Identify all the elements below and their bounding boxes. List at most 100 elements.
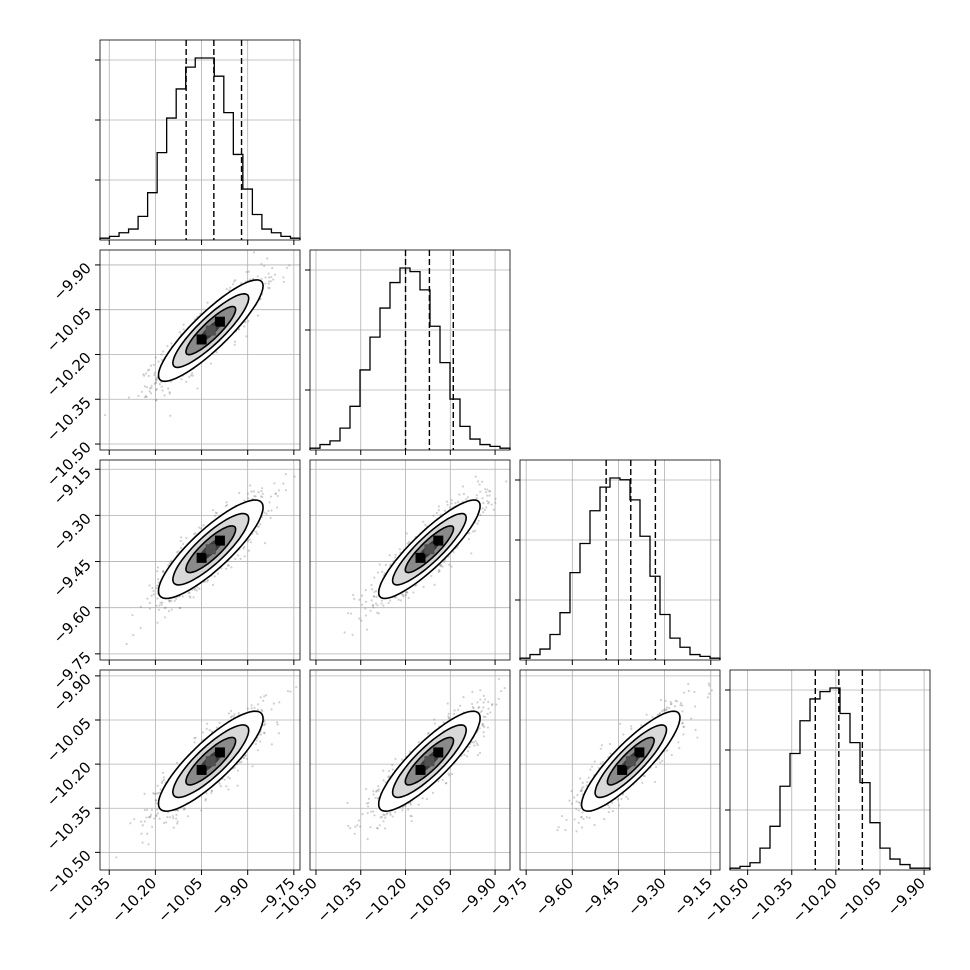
scatter-point [196,387,199,390]
scatter-point [458,493,461,496]
scatter-point [141,824,144,827]
scatter-point [269,495,273,498]
scatter-point [223,778,226,781]
scatter-point [233,340,237,343]
scatter-point [270,509,273,512]
scatter-point [407,808,410,811]
scatter-point [172,817,175,820]
scatter-point [273,482,276,485]
scatter-point [140,390,144,393]
scatter-point [143,374,146,377]
scatter-point [437,505,440,508]
scatter-point [164,821,168,824]
scatter-point [162,776,166,779]
x-tick-label: −10.20 [108,874,160,926]
scatter-point [252,490,255,493]
scatter-point [175,761,179,765]
scatter-point [250,490,253,493]
scatter-point [171,814,174,818]
scatter-point [155,378,158,381]
scatter-point [225,567,228,570]
scatter-point [462,696,465,699]
histogram-step [309,267,511,450]
scatter-point [206,301,209,304]
density-cell [214,535,225,546]
scatter-point [181,595,184,598]
scatter-point [155,388,158,392]
scatter-point [402,595,405,598]
scatter-point [402,594,405,597]
scatter-point [240,760,243,763]
y-tick-label: −9.60 [50,602,95,647]
scatter-point [247,270,251,273]
scatter-point [364,614,367,617]
scatter-point [481,722,484,726]
scatter-point [472,530,475,533]
scatter-point [237,712,240,715]
scatter-point [484,698,487,701]
scatter-point [277,489,281,492]
scatter-point [479,711,482,714]
scatter-point [438,569,441,573]
scatter-point [209,362,213,365]
scatter-point [431,791,435,794]
scatter-point [243,546,246,549]
scatter-point [156,578,160,581]
scatter-point [161,780,164,783]
scatter-point [227,776,230,779]
scatter-point [439,565,443,568]
scatter-point [378,563,381,566]
scatter-point [266,257,269,260]
y-tick-label: −10.35 [43,393,95,445]
scatter-point [161,569,165,573]
y-tick-label: −9.90 [50,259,95,304]
scatter-point [364,607,367,610]
scatter-point [185,536,188,540]
scatter-point [370,599,373,602]
joint-panel-4-1: −10.35−10.20−10.05 −9.90 −9.75−9.90−10.05−… [43,669,301,926]
scatter-point [234,279,237,282]
density-cell [433,535,444,546]
scatter-point [245,335,248,338]
scatter-point [175,597,178,600]
scatter-point [364,600,368,603]
scatter-point [478,751,482,755]
scatter-point [140,832,143,835]
scatter-point [417,740,420,744]
scatter-point [262,724,266,727]
scatter-point [162,571,165,574]
scatter-point [382,604,385,607]
scatter-point [148,601,151,605]
scatter-point [150,384,153,387]
scatter-point [479,490,482,493]
scatter-point [263,511,266,514]
scatter-point [376,827,379,830]
scatter-point [377,788,381,791]
scatter-point [422,520,425,523]
scatter-point [230,566,233,569]
scatter-point [159,788,162,791]
scatter-point [255,530,258,533]
scatter-point [155,792,158,795]
scatter-point [155,377,158,380]
scatter-point [450,499,454,502]
scatter-point [444,782,447,785]
scatter-point [360,603,364,606]
scatter-point [259,696,262,699]
scatter-point [476,480,480,483]
scatter-point [153,817,156,820]
scatter-point [170,559,173,562]
scatter-point [261,492,264,496]
scatter-point [159,601,162,604]
scatter-point [246,707,249,710]
scatter-point [353,832,356,835]
scatter-point [220,567,223,570]
scatter-point [219,785,222,788]
scatter-point [178,330,181,334]
scatter-point [441,565,444,568]
scatter-point [380,599,383,602]
scatter-point [260,490,263,493]
scatter-point [179,539,182,543]
scatter-point [193,741,196,744]
